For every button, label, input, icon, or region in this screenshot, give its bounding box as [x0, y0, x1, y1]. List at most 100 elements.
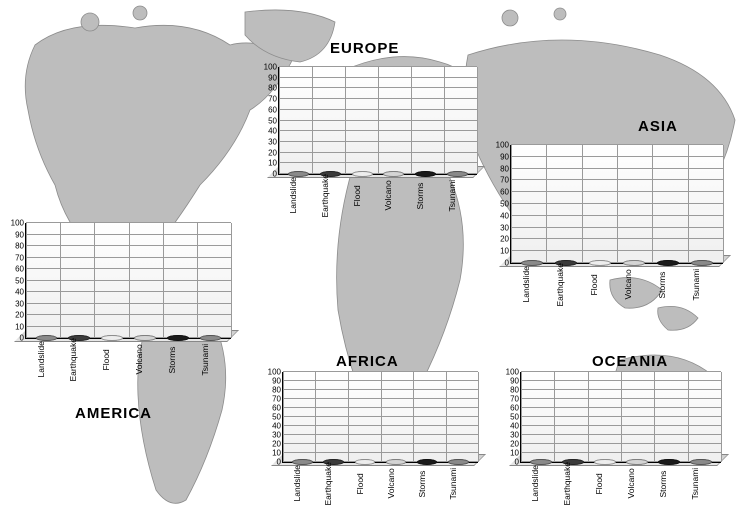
continent-title-america: AMERICA	[75, 405, 152, 422]
y-tick-label: 100	[506, 368, 521, 377]
x-label-landslide: Landslide	[36, 338, 58, 384]
y-tick-label: 10	[15, 322, 26, 331]
chart-plot-africa: 0102030405060708090100LandslideEarthquak…	[282, 372, 478, 463]
y-tick-label: 50	[500, 200, 511, 209]
y-tick-label: 80	[510, 386, 521, 395]
x-label-tsunami: Tsunami	[691, 263, 713, 309]
x-label-tsunami: Tsunami	[200, 338, 222, 384]
x-labels: Landslide Earthquake Flood Volcano Storms Tsu…	[279, 174, 477, 220]
y-tick-label: 20	[510, 440, 521, 449]
y-tick-label: 40	[510, 422, 521, 431]
x-label-storms: Storms	[658, 462, 679, 508]
y-tick-label: 100	[264, 63, 279, 72]
chart-africa: 0102030405060708090100LandslideEarthquak…	[282, 372, 477, 462]
x-label-volcano: Volcano	[383, 174, 404, 220]
y-tick-label: 60	[268, 105, 279, 114]
continent-title-asia: ASIA	[638, 118, 678, 135]
y-tick-label: 50	[510, 413, 521, 422]
y-tick-label: 20	[15, 311, 26, 320]
x-label-flood: Flood	[589, 263, 611, 309]
x-label-earthquake: Earthquake	[320, 174, 341, 220]
y-tick-label: 60	[510, 404, 521, 413]
y-tick-label: 30	[510, 431, 521, 440]
x-label-landslide: Landslide	[292, 462, 313, 508]
y-tick-label: 60	[500, 188, 511, 197]
x-label-flood: Flood	[352, 174, 373, 220]
y-tick-label: 20	[500, 235, 511, 244]
x-label-earthquake: Earthquake	[555, 263, 577, 309]
x-label-volcano: Volcano	[134, 338, 156, 384]
x-label-flood: Flood	[594, 462, 615, 508]
y-tick-label: 50	[272, 413, 283, 422]
y-tick-label: 20	[268, 148, 279, 157]
y-tick-label: 50	[15, 276, 26, 285]
y-tick-label: 10	[510, 449, 521, 458]
y-tick-label: 80	[268, 84, 279, 93]
bar-row	[521, 372, 721, 462]
x-label-volcano: Volcano	[626, 462, 647, 508]
x-label-tsunami: Tsunami	[690, 462, 711, 508]
chart-plot-europe: 0102030405060708090100LandslideEarthquak…	[278, 67, 477, 175]
v-grid-line	[477, 67, 478, 174]
x-label-tsunami: Tsunami	[448, 462, 469, 508]
x-label-earthquake: Earthquake	[323, 462, 344, 508]
x-label-tsunami: Tsunami	[447, 174, 468, 220]
y-tick-label: 90	[500, 152, 511, 161]
y-tick-label: 10	[272, 449, 283, 458]
v-grid-line	[723, 145, 724, 263]
y-tick-label: 60	[272, 404, 283, 413]
y-tick-label: 10	[268, 159, 279, 168]
chart-plot-oceania: 0102030405060708090100LandslideEarthquak…	[520, 372, 721, 463]
x-labels: Landslide Earthquake Flood Volcano Storms Tsu…	[521, 462, 721, 508]
y-tick-label: 100	[496, 141, 511, 150]
y-tick-label: 20	[272, 440, 283, 449]
x-labels: Landslide Earthquake Flood Volcano Storms Tsu…	[511, 263, 723, 309]
x-label-earthquake: Earthquake	[562, 462, 583, 508]
y-tick-label: 80	[500, 164, 511, 173]
y-tick-label: 100	[11, 219, 26, 228]
y-tick-label: 90	[510, 377, 521, 386]
chart-plot-america: 0102030405060708090100LandslideEarthquak…	[25, 223, 231, 339]
y-tick-label: 30	[268, 137, 279, 146]
x-labels: Landslide Earthquake Flood Volcano Storms Tsu…	[283, 462, 478, 508]
y-tick-label: 40	[268, 127, 279, 136]
x-label-landslide: Landslide	[521, 263, 543, 309]
x-label-volcano: Volcano	[623, 263, 645, 309]
v-grid-line	[231, 223, 232, 338]
y-tick-label: 100	[268, 368, 283, 377]
continent-title-oceania: OCEANIA	[592, 353, 668, 370]
chart-europe: 0102030405060708090100LandslideEarthquak…	[278, 67, 476, 174]
x-label-flood: Flood	[101, 338, 123, 384]
chart-asia: 0102030405060708090100LandslideEarthquak…	[510, 145, 722, 263]
x-label-storms: Storms	[415, 174, 436, 220]
bar-row	[279, 67, 477, 174]
y-tick-label: 80	[272, 386, 283, 395]
bar-row	[26, 223, 231, 338]
x-labels: LandslideEarthquakeFloodVolcanoStormsTsu…	[26, 338, 231, 384]
x-label-storms: Storms	[657, 263, 679, 309]
y-tick-label: 50	[268, 116, 279, 125]
x-label-flood: Flood	[355, 462, 376, 508]
y-tick-label: 60	[15, 265, 26, 274]
y-tick-label: 40	[15, 288, 26, 297]
x-label-landslide: Landslide	[288, 174, 309, 220]
y-tick-label: 80	[15, 242, 26, 251]
v-grid-line	[478, 372, 479, 462]
y-tick-label: 90	[272, 377, 283, 386]
y-tick-label: 70	[15, 253, 26, 262]
x-label-landslide: Landslide	[530, 462, 551, 508]
continent-title-europe: EUROPE	[330, 40, 399, 57]
y-tick-label: 30	[272, 431, 283, 440]
chart-oceania: 0102030405060708090100LandslideEarthquak…	[520, 372, 720, 462]
chart-plot-asia: 0102030405060708090100LandslideEarthquak…	[510, 145, 723, 264]
y-tick-label: 70	[272, 395, 283, 404]
x-label-storms: Storms	[417, 462, 438, 508]
y-tick-label: 40	[500, 211, 511, 220]
x-label-volcano: Volcano	[386, 462, 407, 508]
y-tick-label: 30	[15, 299, 26, 308]
y-tick-label: 10	[500, 247, 511, 256]
y-tick-label: 70	[510, 395, 521, 404]
bar-row	[283, 372, 478, 462]
y-tick-label: 70	[268, 95, 279, 104]
chart-america: 0102030405060708090100LandslideEarthquak…	[25, 223, 230, 338]
